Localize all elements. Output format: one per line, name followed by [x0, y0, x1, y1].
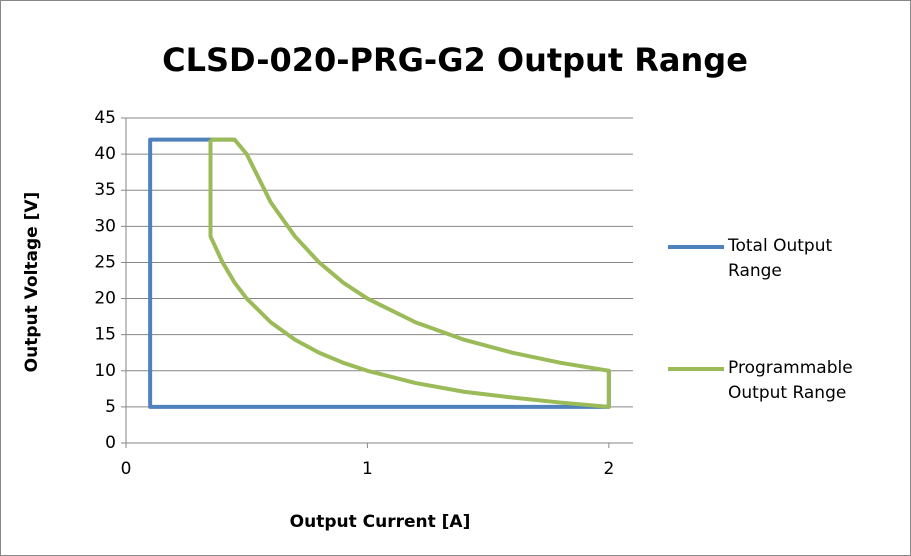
series-line: [208, 137, 611, 409]
y-tick-label: 30: [94, 216, 116, 236]
x-tick-label: 0: [121, 459, 132, 479]
chart-title: CLSD-020-PRG-G2 Output Range: [162, 41, 748, 79]
y-tick-label: 5: [105, 397, 116, 417]
y-tick-label: 25: [94, 252, 116, 272]
y-tick-label: 10: [94, 361, 116, 381]
y-tick-label: 40: [94, 144, 116, 164]
legend-label: Total Output Range: [728, 236, 833, 281]
x-axis-label: Output Current [A]: [290, 512, 471, 532]
x-tick-label: 2: [603, 459, 614, 479]
y-tick-label: 35: [94, 180, 116, 200]
y-tick-label: 45: [94, 108, 116, 128]
y-tick-label: 0: [105, 433, 116, 453]
y-tick-label: 20: [94, 289, 116, 309]
y-tick-label: 15: [94, 325, 116, 345]
legend-label: Programmable Output Range: [728, 358, 853, 403]
y-axis-label: Output Voltage [V]: [22, 192, 42, 373]
x-tick-label: 1: [362, 459, 373, 479]
